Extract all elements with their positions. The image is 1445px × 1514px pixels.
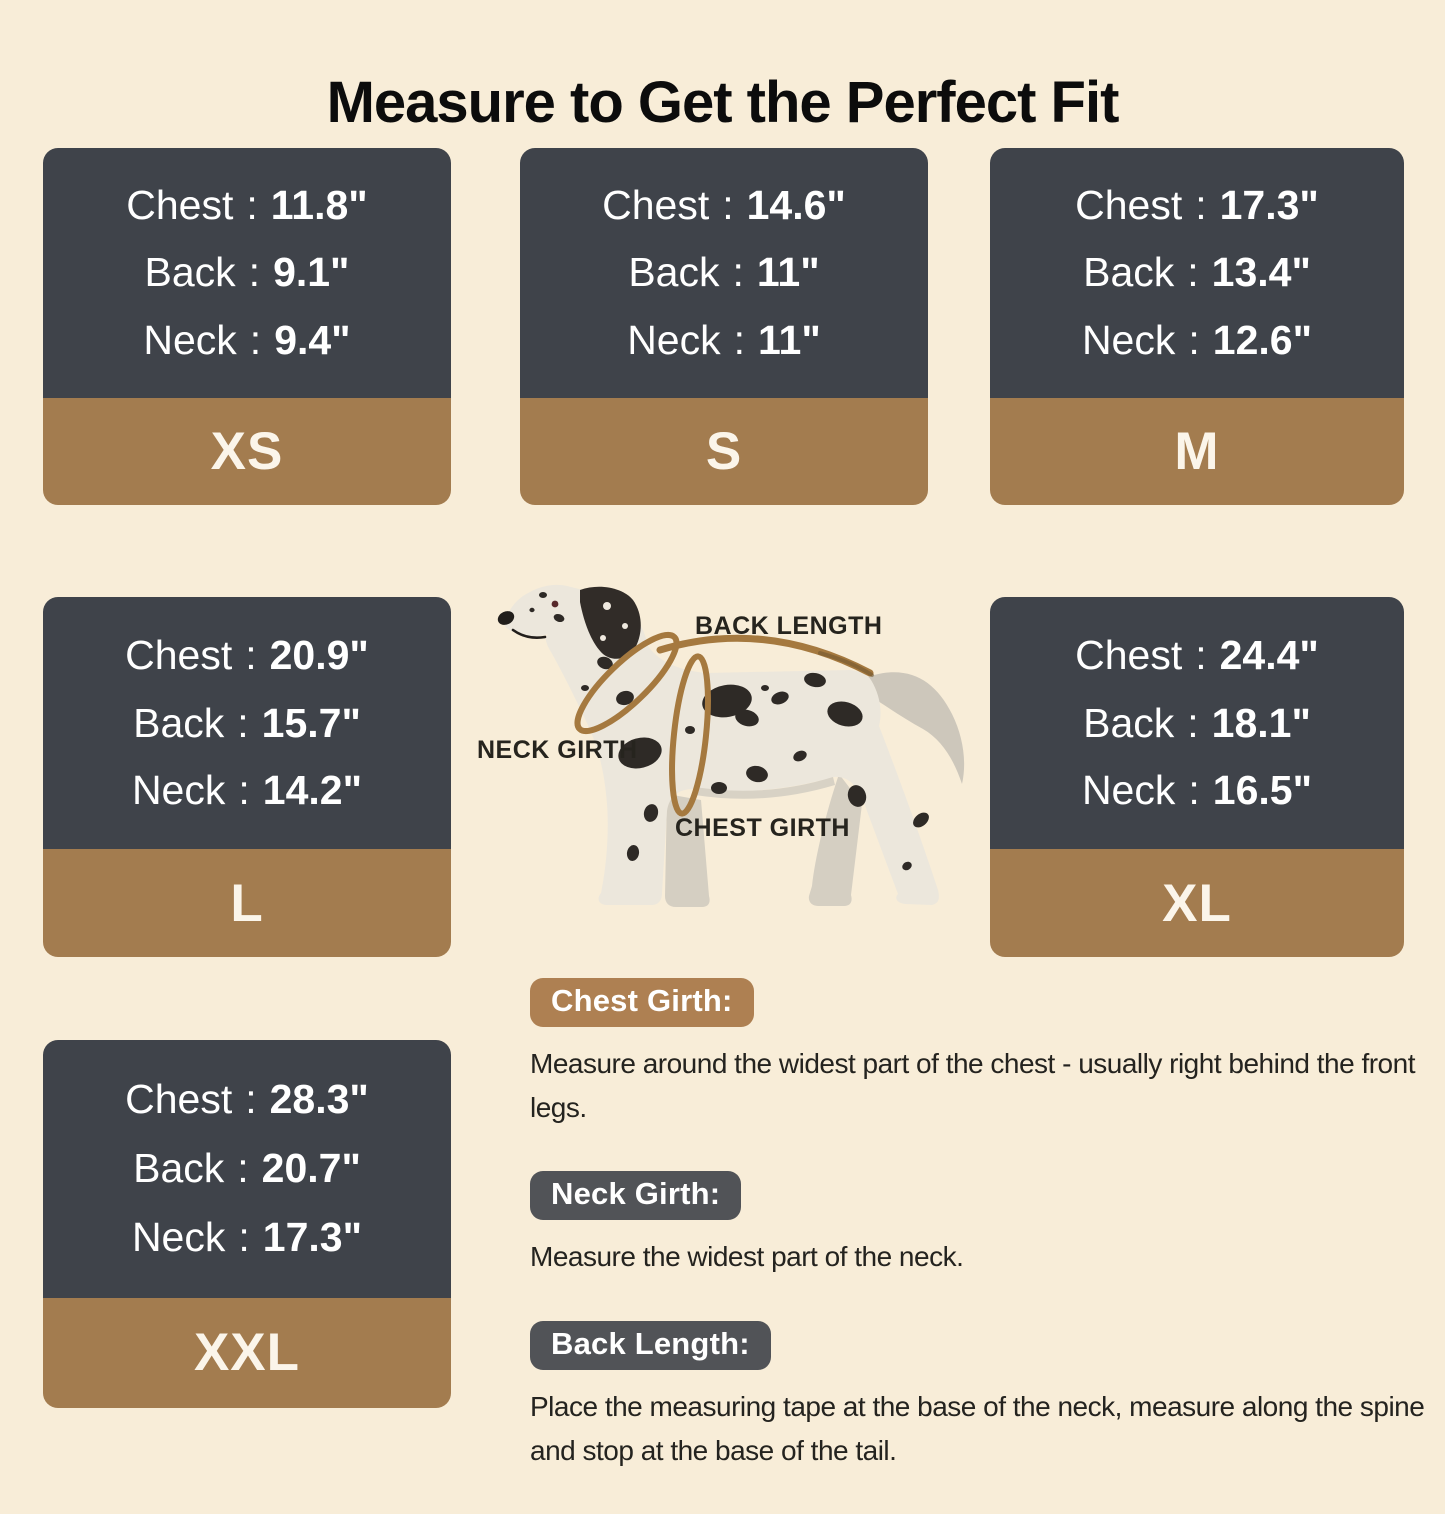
size-badge: XXL bbox=[43, 1297, 451, 1408]
neck-measurement: Neck:12.6" bbox=[1081, 316, 1313, 363]
page-title: Measure to Get the Perfect Fit bbox=[326, 69, 1120, 135]
measuring-guide: Chest Girth: Measure around the widest p… bbox=[530, 978, 1435, 1514]
size-badge: XL bbox=[990, 849, 1404, 957]
ear-spot bbox=[603, 602, 611, 610]
size-card-m: Chest:17.3" Back:13.4" Neck:12.6" M bbox=[990, 148, 1404, 505]
chest-girth-heading-badge: Chest Girth: bbox=[530, 978, 754, 1027]
dog-measurement-diagram: BACK LENGTH NECK GIRTH CHEST GIRTH bbox=[455, 568, 995, 968]
size-card-measurements: Chest:24.4" Back:18.1" Neck:16.5" bbox=[990, 597, 1404, 849]
size-card-s: Chest:14.6" Back:11" Neck:11" S bbox=[520, 148, 928, 505]
chest-measurement: Chest:11.8" bbox=[126, 182, 368, 229]
dog-far-hind-leg bbox=[808, 774, 862, 906]
neck-measurement: Neck:16.5" bbox=[1081, 767, 1313, 814]
neck-girth-tape bbox=[574, 631, 680, 735]
neck-girth-description: Measure the widest part of the neck. bbox=[530, 1241, 964, 1273]
size-badge: XS bbox=[43, 397, 451, 505]
size-card-xl: Chest:24.4" Back:18.1" Neck:16.5" XL bbox=[990, 597, 1404, 957]
back-length-description: Place the measuring tape at the base of … bbox=[530, 1390, 1425, 1466]
neck-measurement: Neck:17.3" bbox=[131, 1214, 363, 1261]
chest-measurement: Chest:24.4" bbox=[1075, 631, 1319, 678]
size-card-measurements: Chest:17.3" Back:13.4" Neck:12.6" bbox=[990, 148, 1404, 398]
dog-ear bbox=[580, 586, 641, 659]
back-length-label: BACK LENGTH bbox=[695, 612, 882, 640]
back-length-guide: Back Length: Place the measuring tape at… bbox=[530, 1320, 1435, 1473]
dalmatian-dog-illustration: BACK LENGTH NECK GIRTH CHEST GIRTH bbox=[477, 584, 965, 907]
chest-measurement: Chest:28.3" bbox=[125, 1076, 369, 1123]
size-card-measurements: Chest:14.6" Back:11" Neck:11" bbox=[520, 148, 928, 398]
size-card-xs: Chest:11.8" Back:9.1" Neck:9.4" XS bbox=[43, 148, 451, 505]
dog-far-front-leg bbox=[665, 794, 710, 907]
dog-eye bbox=[551, 600, 559, 608]
size-badge: S bbox=[520, 397, 928, 505]
chest-measurement: Chest:20.9" bbox=[125, 631, 369, 678]
dog-nose bbox=[497, 611, 515, 625]
neck-girth-guide: Neck Girth: Measure the widest part of t… bbox=[530, 1171, 1435, 1279]
back-measurement: Back:18.1" bbox=[1083, 699, 1311, 746]
chest-girth-guide: Chest Girth: Measure around the widest p… bbox=[530, 978, 1435, 1130]
neck-girth-heading-badge: Neck Girth: bbox=[530, 1171, 742, 1221]
back-measurement: Back:11" bbox=[628, 249, 820, 296]
neck-measurement: Neck:9.4" bbox=[143, 316, 351, 363]
size-badge: M bbox=[990, 397, 1404, 505]
size-badge: L bbox=[43, 849, 451, 957]
chest-girth-description: Measure around the widest part of the ch… bbox=[530, 1048, 1415, 1124]
back-measurement: Back:20.7" bbox=[133, 1145, 361, 1192]
ear-spot bbox=[622, 623, 628, 629]
neck-girth-label: NECK GIRTH bbox=[477, 736, 638, 764]
size-card-measurements: Chest:20.9" Back:15.7" Neck:14.2" bbox=[43, 597, 451, 849]
dog-mouth bbox=[511, 628, 547, 639]
neck-measurement: Neck:14.2" bbox=[131, 767, 363, 814]
size-card-l: Chest:20.9" Back:15.7" Neck:14.2" L bbox=[43, 597, 451, 957]
size-card-xxl: Chest:28.3" Back:20.7" Neck:17.3" XXL bbox=[43, 1040, 451, 1408]
dog-tail bbox=[859, 672, 965, 784]
chest-measurement: Chest:14.6" bbox=[602, 182, 846, 229]
size-card-measurements: Chest:11.8" Back:9.1" Neck:9.4" bbox=[43, 148, 451, 398]
back-measurement: Back:13.4" bbox=[1083, 249, 1311, 296]
ear-spot bbox=[600, 635, 606, 641]
neck-measurement: Neck:11" bbox=[627, 316, 821, 363]
size-card-measurements: Chest:28.3" Back:20.7" Neck:17.3" bbox=[43, 1040, 451, 1298]
chest-measurement: Chest:17.3" bbox=[1075, 182, 1319, 229]
back-measurement: Back:9.1" bbox=[144, 249, 350, 296]
chest-girth-label: CHEST GIRTH bbox=[675, 814, 850, 842]
back-measurement: Back:15.7" bbox=[133, 699, 361, 746]
chest-girth-tape bbox=[669, 653, 711, 817]
dog-spots bbox=[529, 592, 929, 871]
back-length-tape-shadow bbox=[818, 651, 874, 677]
dog-belly-shadow bbox=[695, 777, 835, 799]
back-length-heading-badge: Back Length: bbox=[530, 1320, 771, 1370]
